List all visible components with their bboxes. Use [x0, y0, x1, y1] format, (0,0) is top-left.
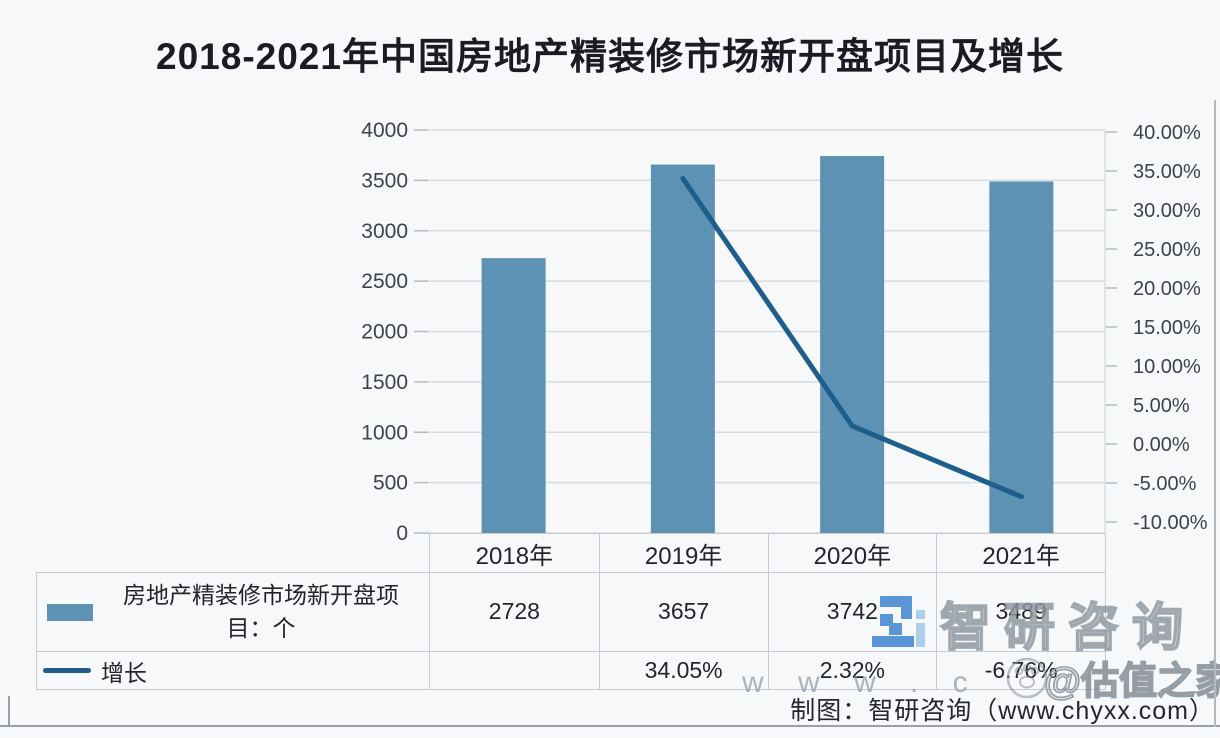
bar-2018年	[481, 258, 546, 533]
left-axis-label: 3500	[361, 169, 408, 192]
data-table: 2728 3657 3742 3489 34.05% 2.32% -6.76%	[429, 572, 1106, 690]
left-axis-label: 1500	[361, 371, 408, 394]
legend-row-bar-series: 房地产精装修市场新开盘项目：个	[37, 573, 430, 652]
bar-2021年	[989, 181, 1054, 533]
legend-column: 房地产精装修市场新开盘项目：个 增长	[36, 572, 430, 690]
bar-series-label: 房地产精装修市场新开盘项目：个	[123, 581, 399, 641]
left-axis-label: 2500	[361, 270, 408, 293]
chart-title: 2018-2021年中国房地产精装修市场新开盘项目及增长	[156, 36, 1064, 77]
right-axis-label: 35.00%	[1133, 161, 1201, 183]
right-axis-label: 25.00%	[1133, 239, 1201, 261]
x-label-2018: 2018年	[475, 542, 554, 570]
right-axis-label: 5.00%	[1133, 395, 1190, 417]
frame-right-line	[1214, 100, 1216, 727]
bar-2020年	[820, 155, 885, 533]
frame-bottom-line	[0, 725, 1220, 727]
right-axis-label: 40.00%	[1133, 122, 1201, 144]
x-label-2021: 2021年	[936, 534, 1105, 572]
left-axis-label: 4000	[361, 119, 408, 142]
table-cell-projects-2018: 2728	[488, 598, 540, 624]
right-axis-label: 15.00%	[1133, 317, 1201, 339]
bar-2019年	[650, 164, 715, 533]
left-axis-label: 0	[396, 522, 408, 545]
left-axis-label: 3000	[361, 220, 408, 243]
x-axis-header-row: 2018年 2019年 2020年 2021年	[429, 533, 1106, 573]
table-cell-growth-2018	[430, 651, 599, 689]
x-label-2020: 2020年	[767, 534, 937, 572]
x-label-2019: 2019年	[598, 534, 768, 572]
frame-left-line	[8, 696, 10, 727]
growth-line	[680, 175, 1024, 500]
bar-series-swatch-icon	[47, 603, 93, 621]
right-axis-label: -10.00%	[1133, 512, 1208, 534]
left-axis-label: 1000	[361, 421, 408, 444]
table-cell-growth-2021: -6.76%	[936, 651, 1105, 689]
line-series-swatch-icon	[43, 668, 91, 673]
right-axis-label: -5.00%	[1133, 473, 1197, 495]
left-axis-label: 500	[373, 472, 408, 495]
right-axis-label: 10.00%	[1133, 356, 1201, 378]
table-cell-projects-2020: 3742	[767, 572, 937, 651]
right-axis-label: 20.00%	[1133, 278, 1201, 300]
credit-text: 制图：智研咨询（www.chyxx.com）	[790, 697, 1215, 725]
table-cell-projects-2019: 3657	[598, 572, 768, 651]
table-cell-projects-2021: 3489	[936, 572, 1105, 651]
right-axis-label: 30.00%	[1133, 200, 1201, 222]
right-axis-label: 0.00%	[1133, 434, 1190, 456]
table-cell-growth-2020: 2.32%	[767, 651, 937, 689]
left-axis-label: 2000	[361, 321, 408, 344]
line-series-label: 增长	[101, 659, 147, 686]
table-cell-growth-2019: 34.05%	[598, 651, 768, 689]
legend-row-line-series: 增长	[37, 652, 430, 689]
